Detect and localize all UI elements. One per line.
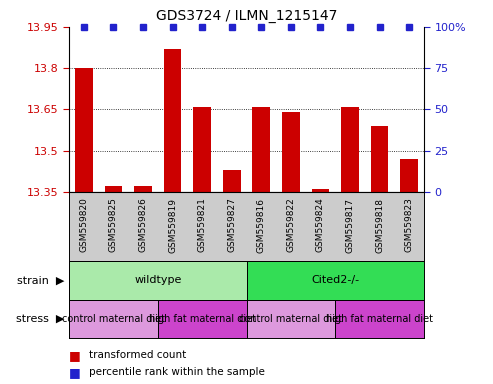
Bar bbox=[69, 300, 158, 338]
Bar bbox=[75, 68, 93, 192]
Text: stress  ▶: stress ▶ bbox=[16, 314, 64, 324]
Bar bbox=[252, 107, 270, 192]
Text: GSM559820: GSM559820 bbox=[79, 197, 88, 252]
Text: control maternal diet: control maternal diet bbox=[240, 314, 342, 324]
Bar bbox=[341, 107, 359, 192]
Bar bbox=[371, 126, 388, 192]
Text: GSM559821: GSM559821 bbox=[198, 197, 207, 252]
Text: transformed count: transformed count bbox=[89, 350, 186, 360]
Bar bbox=[134, 187, 152, 192]
Text: GSM559817: GSM559817 bbox=[346, 197, 354, 253]
Text: GSM559816: GSM559816 bbox=[257, 197, 266, 253]
Text: percentile rank within the sample: percentile rank within the sample bbox=[89, 367, 265, 377]
Text: ■: ■ bbox=[69, 349, 81, 362]
Text: GSM559822: GSM559822 bbox=[286, 197, 295, 252]
Bar bbox=[246, 261, 424, 300]
Bar bbox=[282, 112, 300, 192]
Text: GSM559826: GSM559826 bbox=[139, 197, 147, 252]
Bar bbox=[69, 261, 246, 300]
Bar bbox=[246, 300, 335, 338]
Bar bbox=[158, 300, 246, 338]
Text: GSM559827: GSM559827 bbox=[227, 197, 236, 252]
Text: GSM559824: GSM559824 bbox=[316, 197, 325, 252]
Text: GSM559819: GSM559819 bbox=[168, 197, 177, 253]
Bar bbox=[105, 187, 122, 192]
Bar bbox=[400, 159, 418, 192]
Bar bbox=[335, 300, 424, 338]
Title: GDS3724 / ILMN_1215147: GDS3724 / ILMN_1215147 bbox=[156, 9, 337, 23]
Text: high fat maternal diet: high fat maternal diet bbox=[326, 314, 433, 324]
Text: control maternal diet: control maternal diet bbox=[62, 314, 165, 324]
Text: ■: ■ bbox=[69, 366, 81, 379]
Text: GSM559825: GSM559825 bbox=[109, 197, 118, 252]
Text: strain  ▶: strain ▶ bbox=[17, 275, 64, 285]
Text: high fat maternal diet: high fat maternal diet bbox=[148, 314, 256, 324]
Text: Cited2-/-: Cited2-/- bbox=[311, 275, 359, 285]
Text: GSM559823: GSM559823 bbox=[405, 197, 414, 252]
Bar bbox=[312, 189, 329, 192]
Bar bbox=[223, 170, 241, 192]
Bar bbox=[164, 49, 181, 192]
Bar bbox=[193, 107, 211, 192]
Text: wildtype: wildtype bbox=[134, 275, 181, 285]
Text: GSM559818: GSM559818 bbox=[375, 197, 384, 253]
